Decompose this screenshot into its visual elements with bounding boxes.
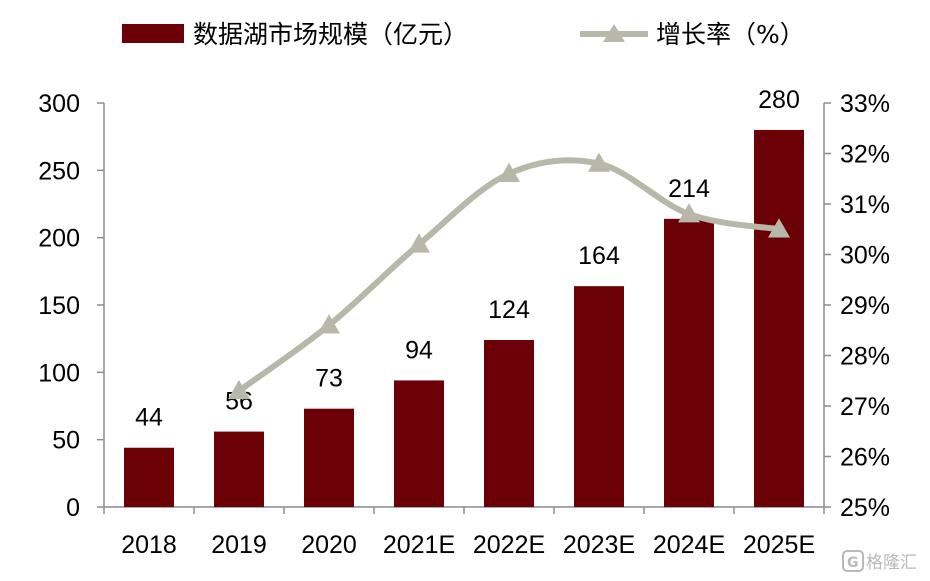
y-left-tick-label: 250 bbox=[38, 157, 80, 185]
legend-swatch-marker bbox=[603, 24, 625, 42]
bar bbox=[664, 218, 714, 507]
bar-data-label: 124 bbox=[488, 296, 530, 324]
growth-line-point bbox=[678, 203, 700, 223]
y-right-tick-label: 33% bbox=[840, 90, 890, 118]
growth-line-point bbox=[408, 233, 430, 253]
bar bbox=[574, 286, 624, 507]
bar bbox=[304, 408, 354, 507]
bar-data-label: 214 bbox=[668, 175, 710, 203]
bar-data-label: 280 bbox=[758, 86, 800, 114]
bars bbox=[124, 129, 804, 507]
y-left-tick-label: 300 bbox=[38, 90, 80, 118]
x-tick-label: 2019 bbox=[211, 531, 267, 559]
growth-line bbox=[228, 152, 790, 400]
legend: 数据湖市场规模（亿元） 增长率（%） bbox=[122, 20, 805, 49]
y-right-tick-label: 25% bbox=[840, 494, 890, 522]
growth-line-point bbox=[318, 314, 340, 334]
legend-label-bar: 数据湖市场规模（亿元） bbox=[193, 20, 468, 49]
x-tick-label: 2022E bbox=[473, 531, 545, 559]
x-tick-label: 2020 bbox=[301, 531, 357, 559]
bar-data-label: 164 bbox=[578, 242, 620, 270]
growth-line-point bbox=[768, 218, 790, 238]
bar-data-label: 73 bbox=[315, 365, 343, 393]
logo-g-glyph: G bbox=[847, 555, 859, 571]
logo-g-icon bbox=[842, 550, 864, 572]
x-tick-label: 2023E bbox=[563, 531, 635, 559]
legend-label-line: 增长率（%） bbox=[656, 20, 805, 49]
watermark-text: 格隆汇 bbox=[866, 553, 917, 573]
bar-data-label: 44 bbox=[135, 404, 163, 432]
bar bbox=[754, 129, 804, 507]
y-left-tick-label: 50 bbox=[52, 427, 80, 455]
y-left-tick-label: 100 bbox=[38, 359, 80, 387]
growth-line-point bbox=[498, 162, 520, 182]
bar bbox=[394, 380, 444, 507]
x-tick-label: 2024E bbox=[653, 531, 725, 559]
y-left-tick-label: 0 bbox=[66, 494, 80, 522]
y-right-tick-label: 26% bbox=[840, 444, 890, 472]
x-tick-label: 2018 bbox=[121, 531, 177, 559]
y-right-tick-label: 27% bbox=[840, 393, 890, 421]
bar bbox=[124, 447, 174, 507]
y-right-tick-label: 29% bbox=[840, 292, 890, 320]
bar bbox=[214, 431, 264, 507]
y-right-tick-label: 31% bbox=[840, 191, 890, 219]
y-left-tick-label: 200 bbox=[38, 225, 80, 253]
y-right-tick-label: 28% bbox=[840, 343, 890, 371]
y-right-tick-label: 30% bbox=[840, 242, 890, 270]
x-tick-label: 2025E bbox=[743, 531, 815, 559]
growth-line-point bbox=[228, 379, 250, 400]
axes: 0 50 100 150 200 250 300 25% 26% 27% 28% 29% 30% 31% 3… bbox=[38, 90, 890, 559]
bar-data-label: 94 bbox=[405, 336, 433, 364]
bar bbox=[484, 340, 534, 507]
growth-line-point bbox=[588, 152, 610, 172]
watermark: G 格隆汇 bbox=[842, 550, 917, 573]
x-tick-label: 2021E bbox=[383, 531, 455, 559]
y-left-tick-label: 150 bbox=[38, 292, 80, 320]
legend-swatch-bar bbox=[122, 24, 184, 43]
y-right-tick-label: 32% bbox=[840, 141, 890, 169]
